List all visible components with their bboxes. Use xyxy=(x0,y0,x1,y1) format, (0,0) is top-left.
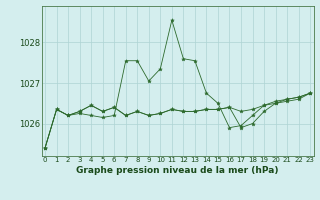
X-axis label: Graphe pression niveau de la mer (hPa): Graphe pression niveau de la mer (hPa) xyxy=(76,166,279,175)
